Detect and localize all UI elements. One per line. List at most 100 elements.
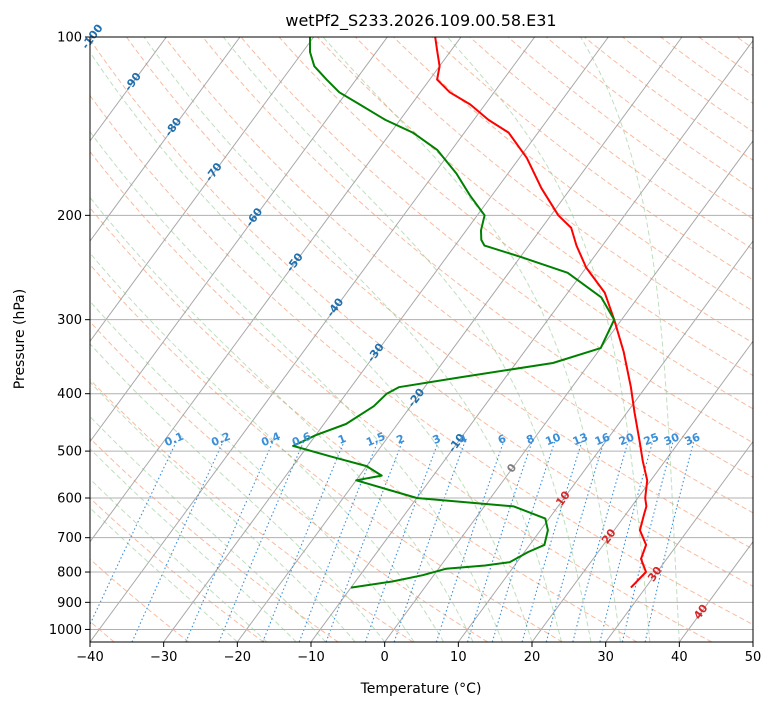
- isotherm: [384, 140, 753, 642]
- mixing-ratio-line: [393, 440, 466, 642]
- isotherm: [457, 240, 753, 642]
- dry-adiabat: [90, 263, 563, 642]
- dry-adiabat: [316, 37, 753, 377]
- mixing-ratio-label: 8: [524, 432, 536, 447]
- mixing-ratio-line: [545, 440, 605, 642]
- isotherm: [90, 37, 388, 443]
- dry-adiabat: [584, 37, 753, 161]
- background-lines: [90, 37, 753, 642]
- isotherm: [90, 37, 241, 242]
- mixing-ratio-line: [491, 440, 556, 642]
- moist-adiabat: [447, 37, 651, 642]
- moist-adiabat: [90, 381, 356, 642]
- moist-adiabat: [90, 130, 503, 642]
- y-tick-label: 1000: [49, 623, 82, 638]
- moist-adiabat: [90, 51, 533, 642]
- moist-adiabat: [222, 37, 592, 642]
- moist-adiabat: [322, 37, 621, 642]
- x-axis: −40 −30 −20 −10 0 10 20 30 40 50: [76, 642, 761, 665]
- moist-adiabat: [90, 252, 445, 642]
- mixing-ratio-label: 3: [431, 432, 443, 447]
- y-tick-label: 400: [57, 387, 82, 402]
- dewpoint-line: [292, 37, 616, 589]
- profiles: [292, 37, 649, 589]
- mixing-ratio-label: 13: [571, 431, 590, 449]
- isotherm: [90, 37, 315, 343]
- isotherm: [90, 37, 167, 142]
- moist-adiabat: [90, 507, 238, 642]
- dry-adiabat: [240, 37, 753, 444]
- moist-adiabat: [90, 300, 415, 642]
- mixing-ratio-line: [185, 440, 274, 642]
- moist-adiabat: [90, 415, 327, 642]
- dry-adiabat: [90, 150, 712, 642]
- isotherm: [605, 440, 753, 642]
- y-axis: 100 200 300 400 500 600 700 800 900 1000: [49, 31, 90, 638]
- x-axis-label: Temperature (°C): [360, 681, 482, 697]
- mixing-ratio-label: 2: [395, 432, 407, 447]
- moist-adiabat: [90, 196, 474, 642]
- x-tick-label: 40: [671, 650, 688, 665]
- y-tick-label: 600: [57, 492, 82, 507]
- x-tick-label: 0: [381, 650, 389, 665]
- mixing-ratio-line: [521, 440, 583, 642]
- mixing-ratio-line: [644, 440, 695, 642]
- x-tick-label: −10: [297, 650, 324, 665]
- mixing-ratio-label: 20: [617, 430, 636, 448]
- dry-adiabat: [90, 437, 339, 642]
- mixing-ratio-line: [218, 440, 305, 642]
- temperature-line: [434, 37, 649, 589]
- y-tick-label: 100: [57, 31, 82, 46]
- mixing-ratio-label: 1: [336, 432, 348, 447]
- mixing-ratio-line: [599, 440, 654, 642]
- y-tick-label: 900: [57, 596, 82, 611]
- isotherm: [90, 37, 536, 642]
- mixing-ratio-label: 10: [544, 430, 563, 448]
- x-tick-label: 10: [450, 650, 467, 665]
- y-tick-label: 500: [57, 445, 82, 460]
- y-tick-label: 700: [57, 531, 82, 546]
- x-tick-label: 50: [745, 650, 762, 665]
- dry-adiabat: [90, 207, 638, 642]
- isotherm: [163, 37, 609, 642]
- mixing-ratio-line: [621, 440, 674, 642]
- y-tick-label: 200: [57, 209, 82, 224]
- mixing-ratio-label: 25: [642, 431, 661, 449]
- dry-adiabat: [278, 37, 753, 410]
- x-tick-label: −40: [76, 650, 103, 665]
- mixing-ratio-label: 30: [662, 430, 681, 448]
- moist-adiabat: [143, 37, 562, 642]
- moist-adiabat: [90, 478, 268, 642]
- x-tick-label: 20: [524, 650, 541, 665]
- dry-adiabat: [431, 37, 753, 281]
- chart-title: wetPf2_S233.2026.109.00.58.E31: [285, 11, 556, 31]
- isotherm: [236, 37, 683, 642]
- mixing-ratio-line: [131, 440, 225, 642]
- mixing-ratio-line: [466, 440, 533, 642]
- plot-frame: [89, 36, 754, 643]
- y-tick-label: 800: [57, 566, 82, 581]
- dry-adiabat: [507, 37, 753, 220]
- x-tick-label: −30: [150, 650, 177, 665]
- isotherm: [531, 340, 753, 642]
- dry-adiabat: [90, 497, 264, 642]
- x-tick-label: 30: [597, 650, 614, 665]
- moist-adiabat: [580, 37, 680, 642]
- x-tick-label: −20: [224, 650, 251, 665]
- dry-adiabat: [90, 321, 488, 642]
- moist-adiabat: [90, 343, 386, 642]
- y-axis-label: Pressure (hPa): [12, 289, 28, 389]
- isotherm: [310, 39, 753, 642]
- dry-adiabat: [126, 37, 753, 550]
- y-tick-label: 300: [57, 313, 82, 328]
- mixing-ratio-line: [364, 440, 440, 642]
- dry-adiabat: [90, 94, 753, 626]
- mixing-ratio-line: [572, 440, 629, 642]
- dry-adiabat: [202, 37, 753, 478]
- dry-adiabat: [164, 37, 753, 514]
- mixing-ratio-label: 16: [593, 430, 612, 448]
- mixing-ratio-label: 36: [683, 430, 702, 448]
- dry-adiabat: [90, 38, 753, 587]
